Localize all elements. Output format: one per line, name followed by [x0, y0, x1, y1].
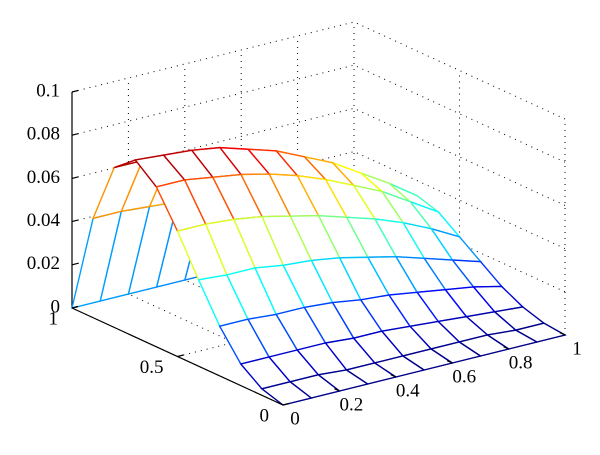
tick-mark — [503, 346, 509, 350]
tick-mark — [177, 354, 184, 358]
y-tick-label: 1 — [49, 308, 59, 329]
x-tick-label: 0.8 — [509, 352, 533, 373]
z-tick-label: 0.08 — [27, 124, 60, 145]
grid-line — [71, 64, 355, 136]
surface-cell — [260, 381, 313, 406]
tick-mark — [559, 332, 566, 336]
tick-mark — [71, 133, 79, 136]
x-tick-label: 0.6 — [452, 366, 476, 387]
z-tick-label: 0 — [51, 296, 61, 317]
tick-mark — [446, 360, 453, 364]
y-tick-label: 0 — [260, 405, 270, 426]
z-tick-label: 0.02 — [27, 253, 60, 274]
x-tick-label: 0.4 — [396, 380, 420, 401]
tick-mark — [71, 219, 79, 223]
tick-mark — [71, 305, 79, 309]
z-tick-label: 0.06 — [27, 167, 60, 188]
tick-mark — [334, 388, 340, 392]
grid-line — [177, 286, 460, 357]
tick-mark — [71, 176, 79, 179]
tick-mark — [390, 374, 397, 378]
z-tick-label: 0.04 — [27, 210, 61, 231]
x-tick-label: 0 — [290, 408, 300, 429]
x-tick-label: 1 — [572, 338, 582, 359]
tick-mark — [71, 262, 79, 266]
tick-mark — [71, 89, 79, 93]
x-tick-label: 0.2 — [340, 394, 364, 415]
tick-mark — [277, 402, 284, 406]
tick-mark — [282, 402, 290, 406]
z-tick-label: 0.1 — [36, 80, 60, 101]
grid-line — [71, 21, 355, 93]
y-tick-label: 0.5 — [140, 357, 164, 378]
